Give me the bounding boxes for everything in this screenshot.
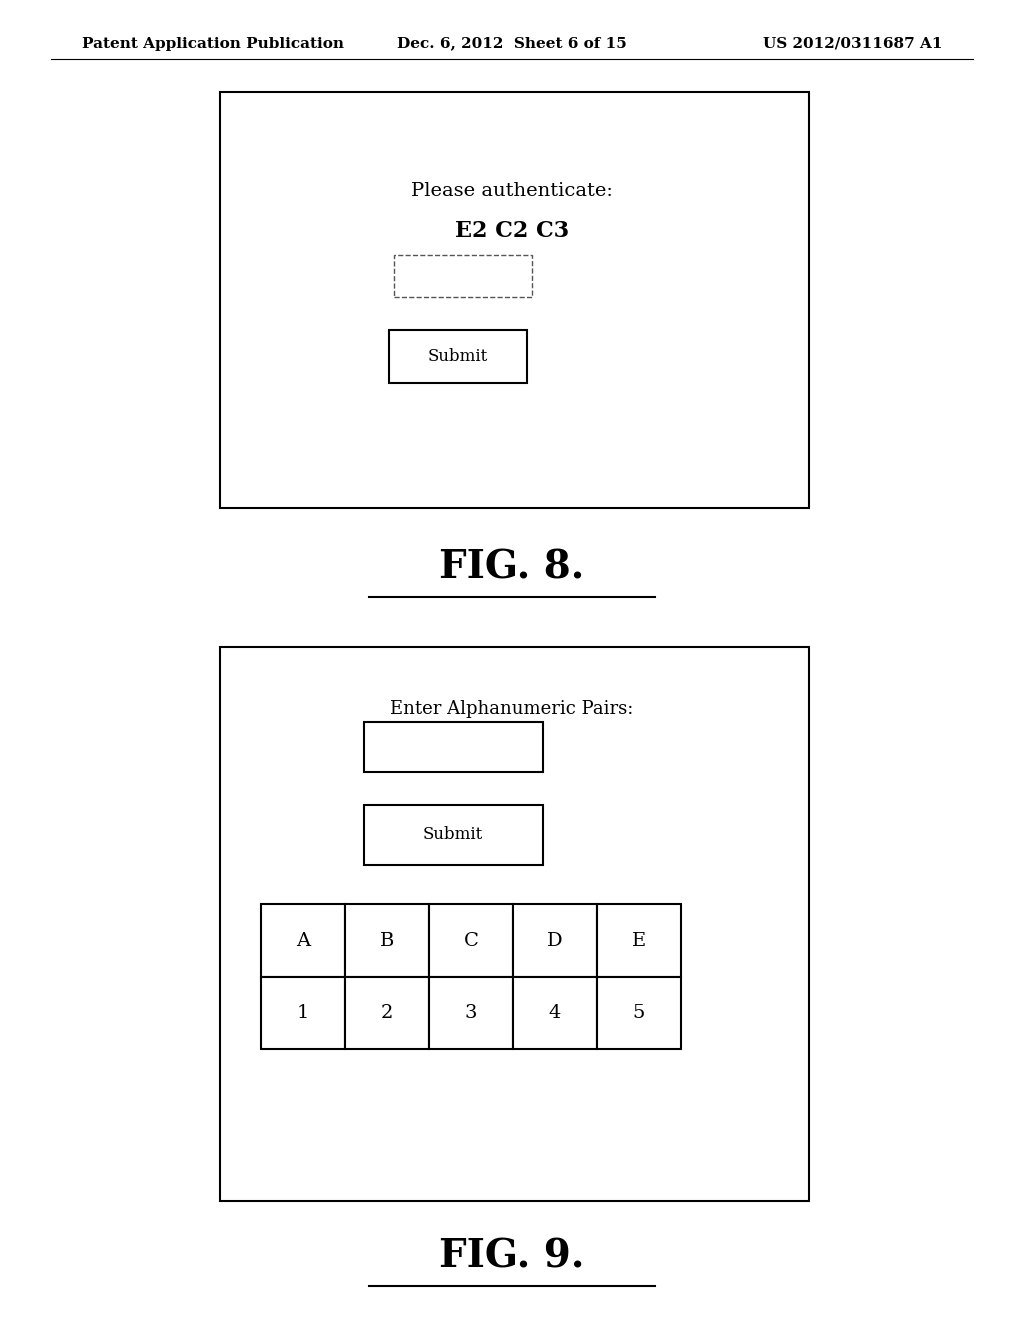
- Text: B: B: [380, 932, 394, 949]
- Bar: [394, 255, 532, 297]
- Bar: [261, 977, 345, 1049]
- Text: Please authenticate:: Please authenticate:: [411, 182, 613, 201]
- Text: Enter Alphanumeric Pairs:: Enter Alphanumeric Pairs:: [390, 700, 634, 718]
- Text: C: C: [464, 932, 478, 949]
- Bar: [364, 722, 543, 772]
- Text: 3: 3: [465, 1005, 477, 1022]
- Bar: [597, 977, 681, 1049]
- Text: 4: 4: [549, 1005, 561, 1022]
- Text: E2 C2 C3: E2 C2 C3: [455, 220, 569, 242]
- Text: D: D: [547, 932, 563, 949]
- Text: A: A: [296, 932, 310, 949]
- Text: Dec. 6, 2012  Sheet 6 of 15: Dec. 6, 2012 Sheet 6 of 15: [397, 37, 627, 50]
- Bar: [220, 92, 809, 508]
- Bar: [220, 647, 809, 1201]
- Bar: [345, 977, 429, 1049]
- Bar: [261, 904, 345, 977]
- Text: 5: 5: [633, 1005, 645, 1022]
- Text: 2: 2: [381, 1005, 393, 1022]
- Bar: [364, 805, 543, 865]
- Bar: [429, 977, 513, 1049]
- Bar: [597, 904, 681, 977]
- Text: Patent Application Publication: Patent Application Publication: [82, 37, 344, 50]
- Text: FIG. 9.: FIG. 9.: [439, 1238, 585, 1275]
- Text: Submit: Submit: [428, 348, 488, 364]
- Text: 1: 1: [297, 1005, 309, 1022]
- Text: Submit: Submit: [423, 826, 483, 843]
- Text: FIG. 8.: FIG. 8.: [439, 549, 585, 586]
- Bar: [513, 977, 597, 1049]
- Bar: [429, 904, 513, 977]
- Bar: [513, 904, 597, 977]
- Bar: [389, 330, 527, 383]
- Bar: [345, 904, 429, 977]
- Text: US 2012/0311687 A1: US 2012/0311687 A1: [763, 37, 942, 50]
- Text: E: E: [632, 932, 646, 949]
